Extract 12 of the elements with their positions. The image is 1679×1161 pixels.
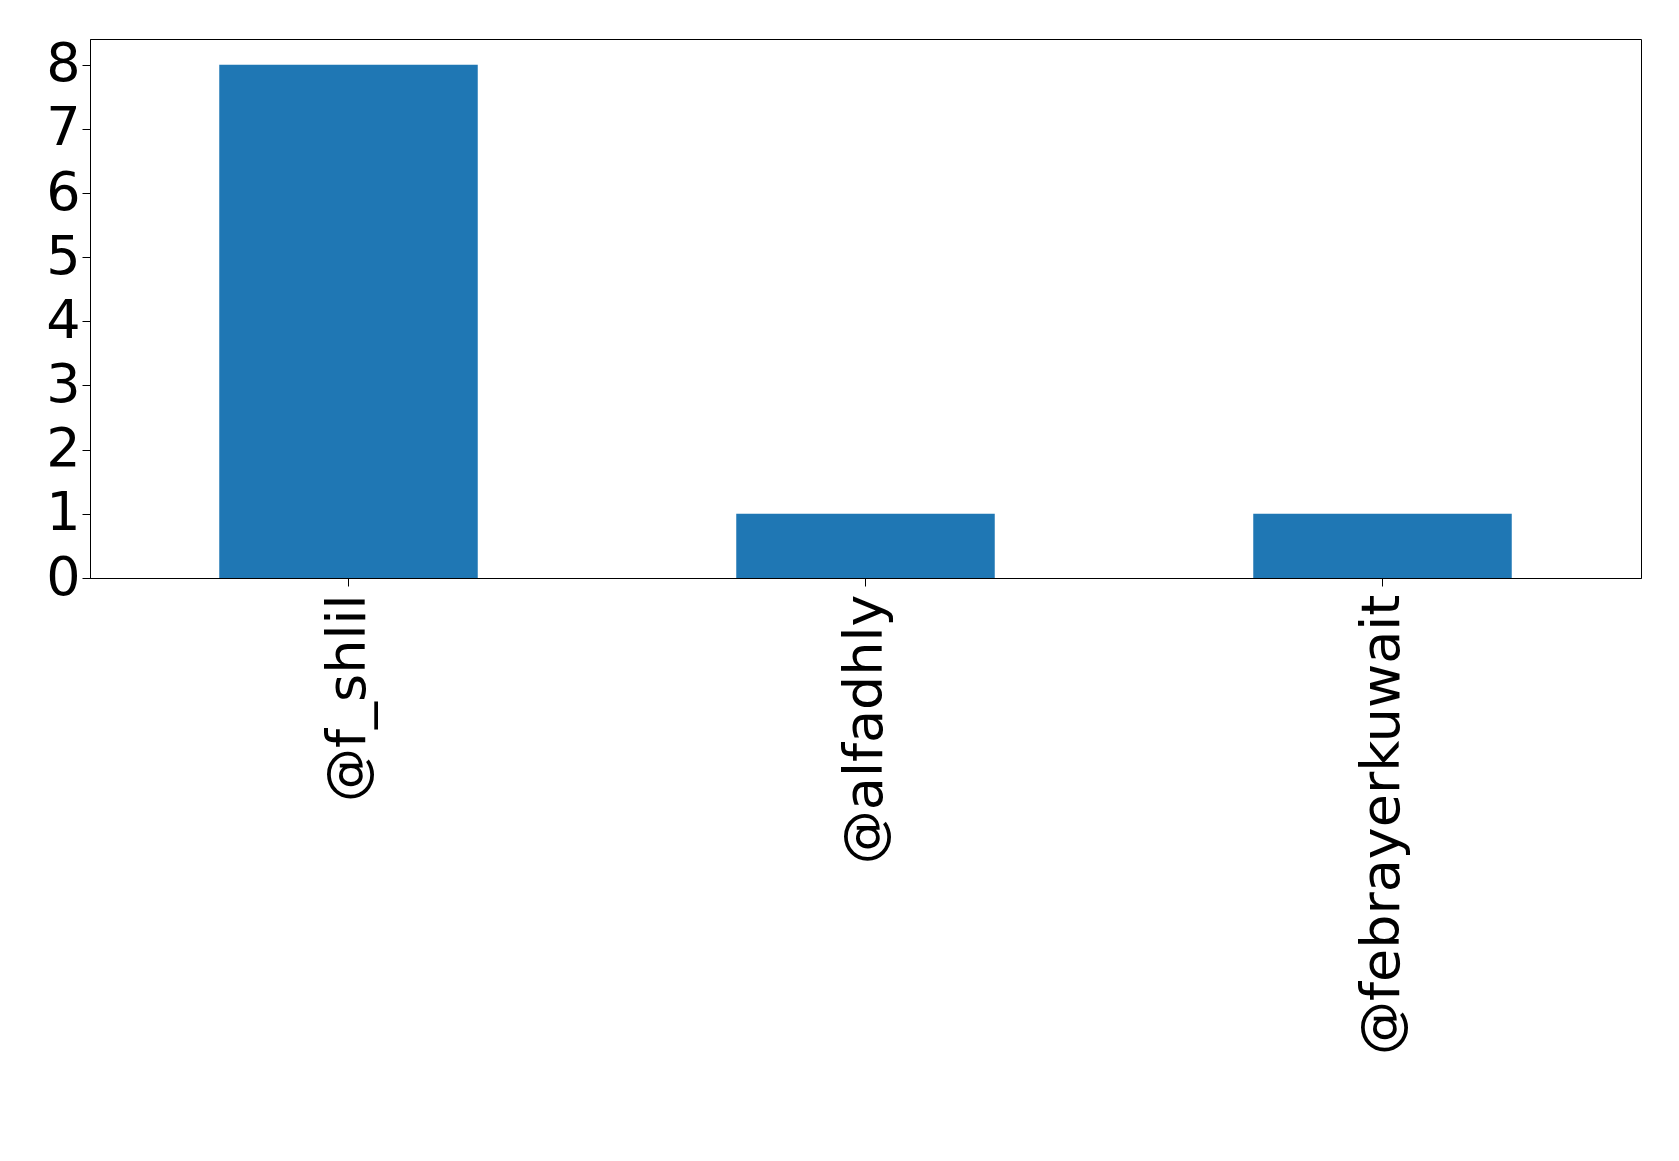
y-tick-label: 2 bbox=[46, 416, 81, 480]
y-tick-label: 7 bbox=[46, 95, 81, 159]
y-tick-label: 6 bbox=[46, 159, 81, 223]
y-tick-label: 0 bbox=[46, 544, 81, 608]
y-tick-label: 8 bbox=[46, 31, 81, 95]
x-tick-label: @alfadhly bbox=[831, 594, 895, 865]
y-tick-label: 3 bbox=[46, 352, 81, 415]
y-tick-label: 4 bbox=[46, 287, 81, 351]
x-tick-label: @febrayerkuwait bbox=[1348, 594, 1412, 1055]
y-tick-label: 5 bbox=[46, 223, 81, 287]
x-tick-label: @f_shlil bbox=[314, 594, 378, 802]
y-tick-label: 1 bbox=[46, 480, 81, 544]
